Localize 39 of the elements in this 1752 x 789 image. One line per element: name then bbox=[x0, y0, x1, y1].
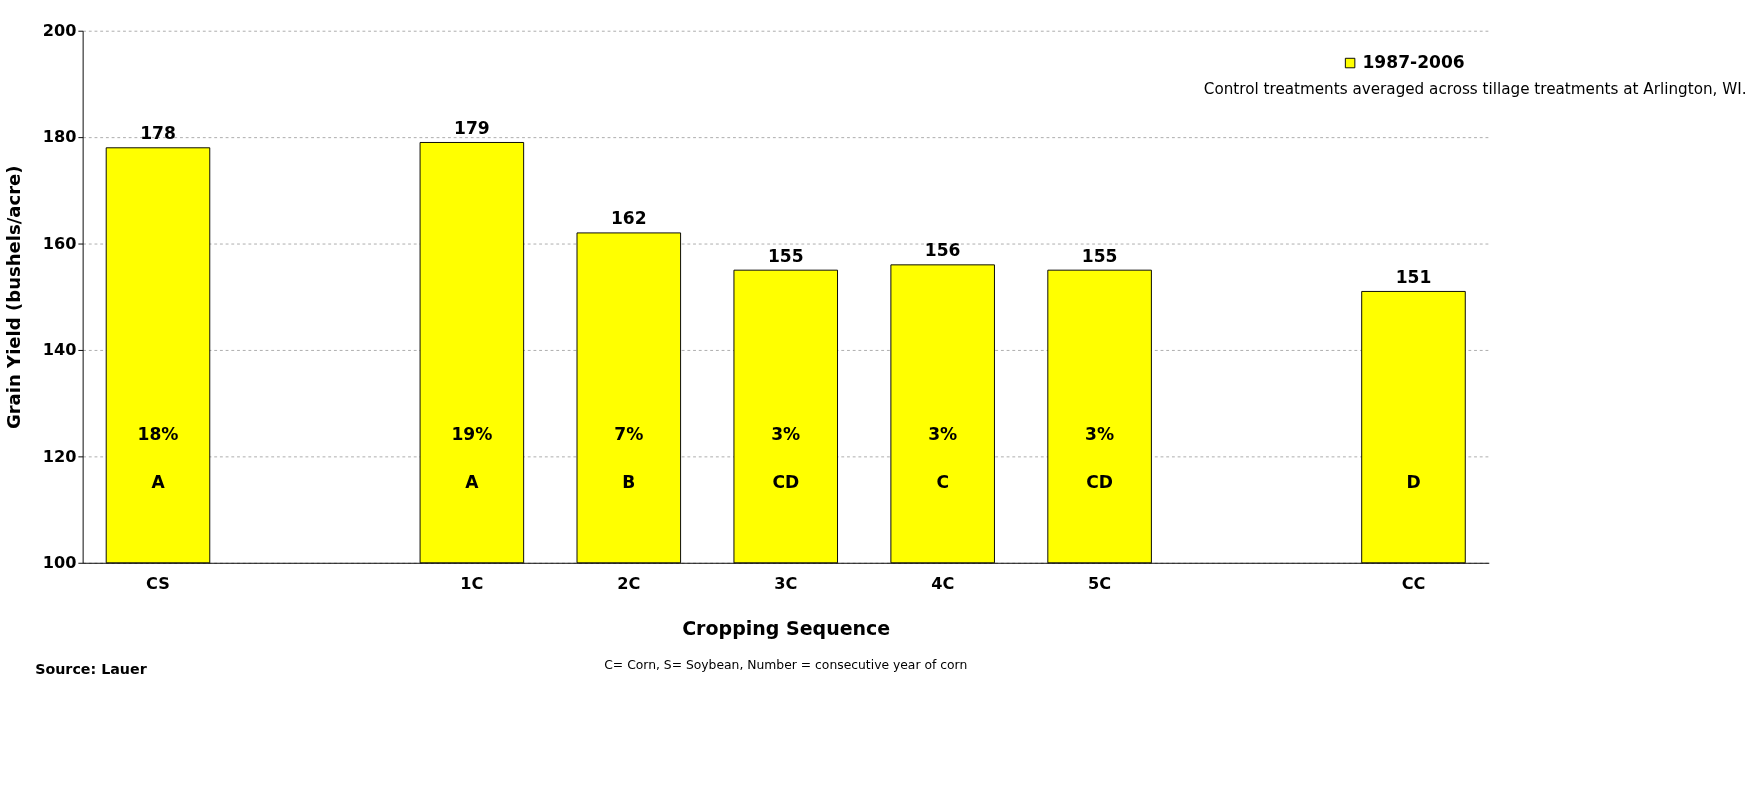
annotation: 3% bbox=[928, 423, 958, 444]
annotation: 3% bbox=[1085, 423, 1115, 444]
annotation: D bbox=[1406, 471, 1421, 492]
annotation: 7% bbox=[614, 423, 644, 444]
data-label: 162 bbox=[610, 208, 647, 229]
text: C= Corn, S= Soybean, Number = consecutive year of corn bbox=[604, 658, 968, 673]
data-label: 155 bbox=[767, 245, 804, 266]
x-tick-label: 4C bbox=[931, 573, 955, 593]
x-tick-label: 5C bbox=[1088, 573, 1112, 593]
y-tick-label: 140 bbox=[42, 340, 77, 360]
y-tick-label: 180 bbox=[42, 127, 77, 147]
x-tick-label: CC bbox=[1401, 573, 1426, 593]
x-tick-label: 2C bbox=[617, 573, 641, 593]
annotation: A bbox=[465, 471, 480, 492]
y-tick-label: 200 bbox=[42, 20, 77, 40]
x-tick-label: 1C bbox=[460, 573, 484, 593]
annotation: 18% bbox=[137, 423, 179, 444]
annotation: Control treatments averaged across tillage treatments at Arlington, WI. bbox=[1203, 80, 1747, 99]
y-axis-title: Grain Yield (bushels/acre) bbox=[2, 165, 24, 430]
data-label: 155 bbox=[1081, 245, 1118, 266]
legend-label: 1987-2006 bbox=[1362, 51, 1465, 72]
data-label: 179 bbox=[454, 117, 490, 138]
annotation: 3% bbox=[771, 423, 801, 444]
data-label: 156 bbox=[924, 240, 961, 261]
x-tick-label: CS bbox=[146, 573, 170, 593]
annotation: 19% bbox=[451, 423, 493, 444]
annotation: C bbox=[936, 471, 949, 492]
y-tick-label: 160 bbox=[42, 233, 77, 253]
y-tick-label: 120 bbox=[42, 446, 77, 466]
x-axis-title: Cropping Sequence bbox=[682, 617, 891, 640]
x-tick-label: 3C bbox=[774, 573, 798, 593]
annotation: A bbox=[151, 471, 166, 492]
data-label: 151 bbox=[1395, 266, 1432, 287]
data-label: 178 bbox=[140, 123, 176, 144]
annotation: B bbox=[622, 471, 636, 492]
annotation: CD bbox=[1086, 471, 1113, 492]
annotation: CD bbox=[772, 471, 800, 492]
y-tick-label: 100 bbox=[42, 553, 77, 573]
source-note: Source: Lauer bbox=[35, 660, 147, 677]
